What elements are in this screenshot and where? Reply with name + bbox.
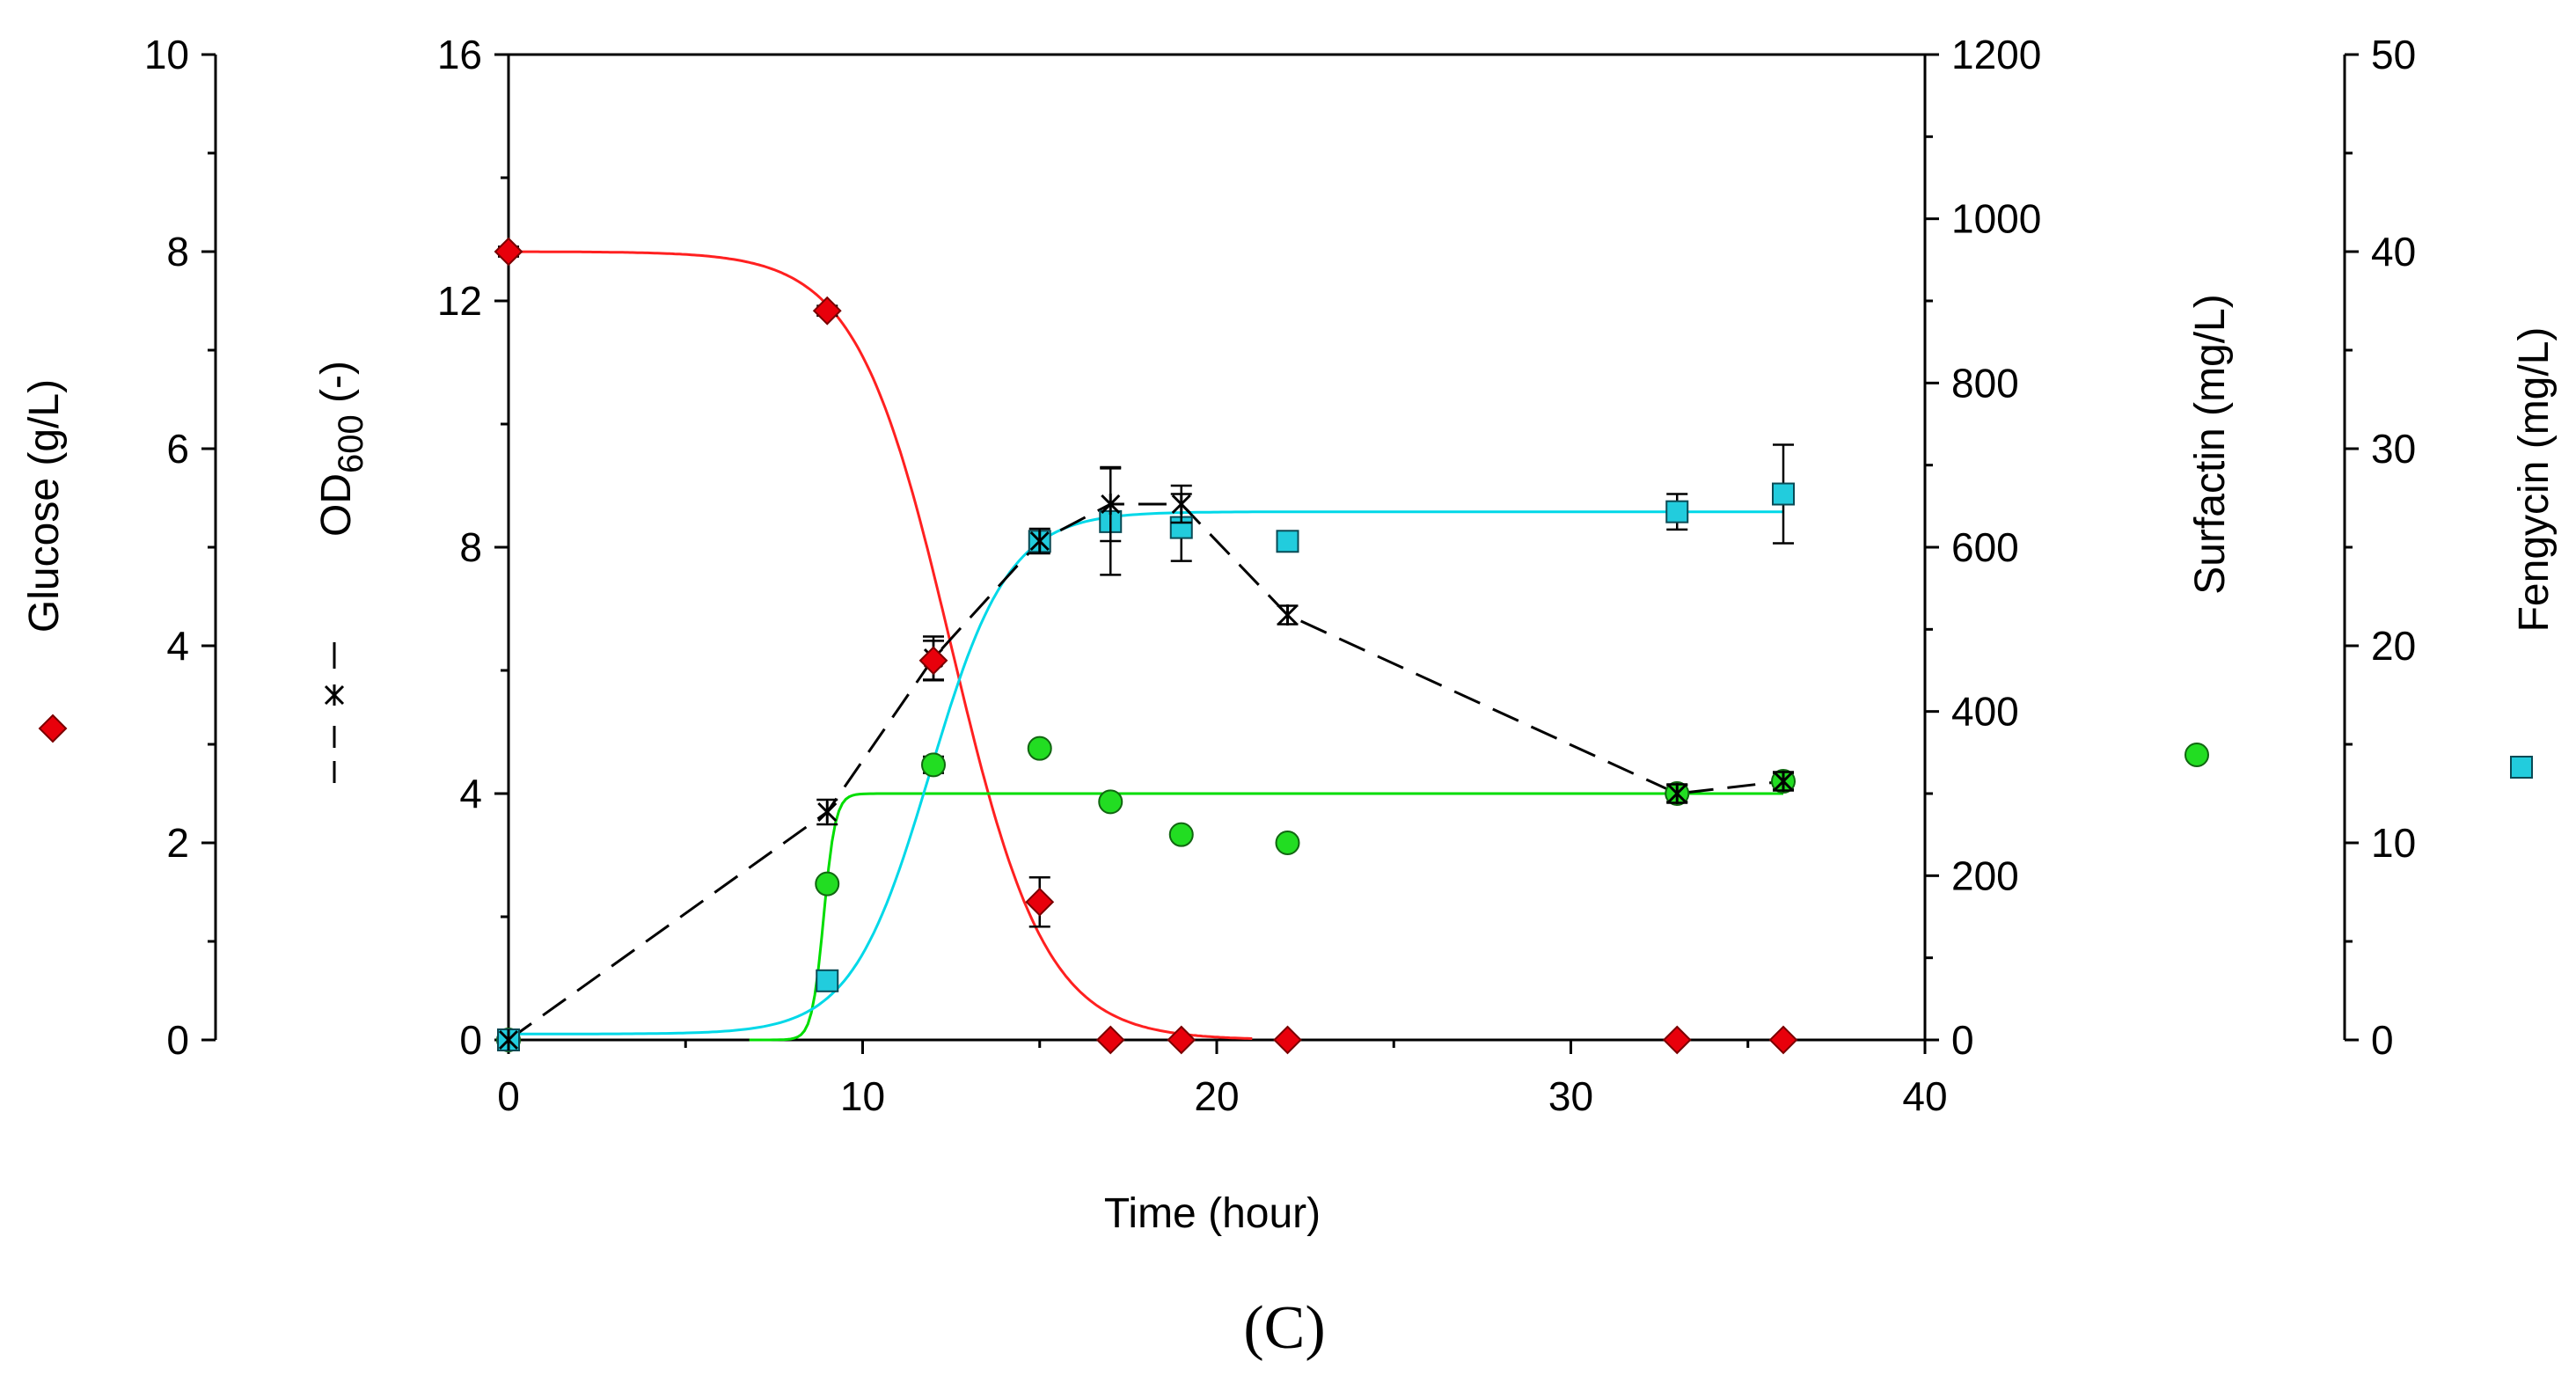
glucose-tick-label: 10 <box>144 32 189 77</box>
od600-point <box>498 1029 519 1050</box>
fengycin-fit-curve <box>509 510 1783 1036</box>
surfactin-tick-label: 200 <box>1951 853 2019 898</box>
surfactin-point <box>815 871 840 897</box>
od600-point <box>1667 783 1687 804</box>
fengycin-tick-label: 40 <box>2371 229 2416 274</box>
glucose-tick-label: 0 <box>166 1017 189 1063</box>
od600-legend-marker <box>324 642 345 783</box>
glucose-tick-label: 2 <box>166 820 189 866</box>
od600-axis-title: OD600 (-) <box>313 361 370 537</box>
fengycin-tick-label: 20 <box>2371 623 2416 669</box>
glucose-point <box>1167 1025 1197 1055</box>
glucose-fit-curve <box>509 250 1253 1040</box>
glucose-point <box>494 237 523 267</box>
fengycin-point <box>1665 500 1689 523</box>
fengycin-series <box>497 443 1795 1051</box>
fengycin-tick-label: 30 <box>2371 426 2416 472</box>
od600-tick-label: 8 <box>459 524 482 570</box>
surfactin-point <box>1027 736 1052 761</box>
glucose-point <box>1768 1025 1798 1055</box>
surfactin-tick-label: 800 <box>1951 360 2019 406</box>
x-tick-label: 0 <box>497 1073 520 1119</box>
od600-point <box>1277 604 1298 626</box>
surfactin-tick-label: 600 <box>1951 524 2019 570</box>
surfactin-tick-label: 1000 <box>1951 196 2041 242</box>
fengycin-point <box>1276 530 1299 553</box>
fengycin-axis-title: Fengycin (mg/L) <box>2511 327 2558 633</box>
glucose-tick-label: 4 <box>166 623 189 669</box>
od600-point <box>1029 531 1050 552</box>
glucose-series <box>494 237 1798 1055</box>
fengycin-legend-marker <box>2510 756 2533 779</box>
fengycin-tick-label: 0 <box>2371 1017 2394 1063</box>
surfactin-tick-label: 400 <box>1951 689 2019 735</box>
od600-legend-star <box>324 684 345 706</box>
glucose-point <box>1662 1025 1692 1055</box>
surfactin-point <box>1275 831 1300 855</box>
od600-label-tail: (-) <box>313 361 360 414</box>
surfactin-axis-title: Surfactin (mg/L) <box>2187 294 2234 594</box>
glucose-tick-label: 8 <box>166 229 189 274</box>
od600-label-sub: 600 <box>332 414 370 473</box>
glucose-point <box>1273 1025 1302 1055</box>
od600-point <box>1101 494 1121 515</box>
glucose-tick-label: 6 <box>166 426 189 472</box>
glucose-point <box>1025 887 1055 917</box>
x-tick-label: 10 <box>840 1073 885 1119</box>
glucose-point <box>918 646 948 676</box>
surfactin-legend-marker <box>2184 743 2209 767</box>
x-tick-label: 20 <box>1194 1073 1239 1119</box>
surfactin-point <box>1098 789 1123 815</box>
axis-titles: Time (hour) Glucose (g/L) OD600 (-) Surf… <box>21 294 2558 1362</box>
fengycin-tick-label: 50 <box>2371 32 2416 77</box>
fengycin-tick-label: 10 <box>2371 820 2416 866</box>
od600-point <box>1171 494 1191 515</box>
od600-tick-label: 12 <box>437 278 482 324</box>
fengycin-point <box>816 969 839 992</box>
axes-layer: 0 10 20 30 400246810048121602004006008001000… <box>144 32 2416 1119</box>
od600-tick-label: 16 <box>437 32 482 77</box>
od600-tick-label: 4 <box>459 771 482 816</box>
surfactin-fit-curve <box>749 792 1783 1042</box>
od600-tick-label: 0 <box>459 1017 482 1063</box>
glucose-point <box>812 296 842 326</box>
surfactin-tick-label: 0 <box>1951 1017 1974 1063</box>
od600-connecting-line <box>508 502 1784 1042</box>
panel-label: (C) <box>1243 1294 1325 1362</box>
x-axis-title: Time (hour) <box>1104 1190 1321 1237</box>
od600-point <box>817 801 838 823</box>
x-tick-label: 40 <box>1902 1073 1947 1119</box>
glucose-legend-marker <box>38 714 68 743</box>
od600-series <box>498 465 1794 1050</box>
fit-curves <box>508 250 1784 1042</box>
surfactin-series <box>496 736 1796 1052</box>
od600-point <box>1773 771 1794 792</box>
od600-label-main: OD <box>313 473 360 537</box>
surfactin-point <box>1168 822 1194 847</box>
legend-markers <box>38 642 2533 783</box>
surfactin-point <box>921 752 946 778</box>
fengycin-point <box>1772 482 1795 506</box>
glucose-point <box>1095 1025 1125 1055</box>
x-tick-label: 30 <box>1548 1073 1593 1119</box>
glucose-axis-title: Glucose (g/L) <box>21 379 68 633</box>
data-series <box>494 237 1798 1055</box>
surfactin-tick-label: 1200 <box>1951 32 2041 77</box>
